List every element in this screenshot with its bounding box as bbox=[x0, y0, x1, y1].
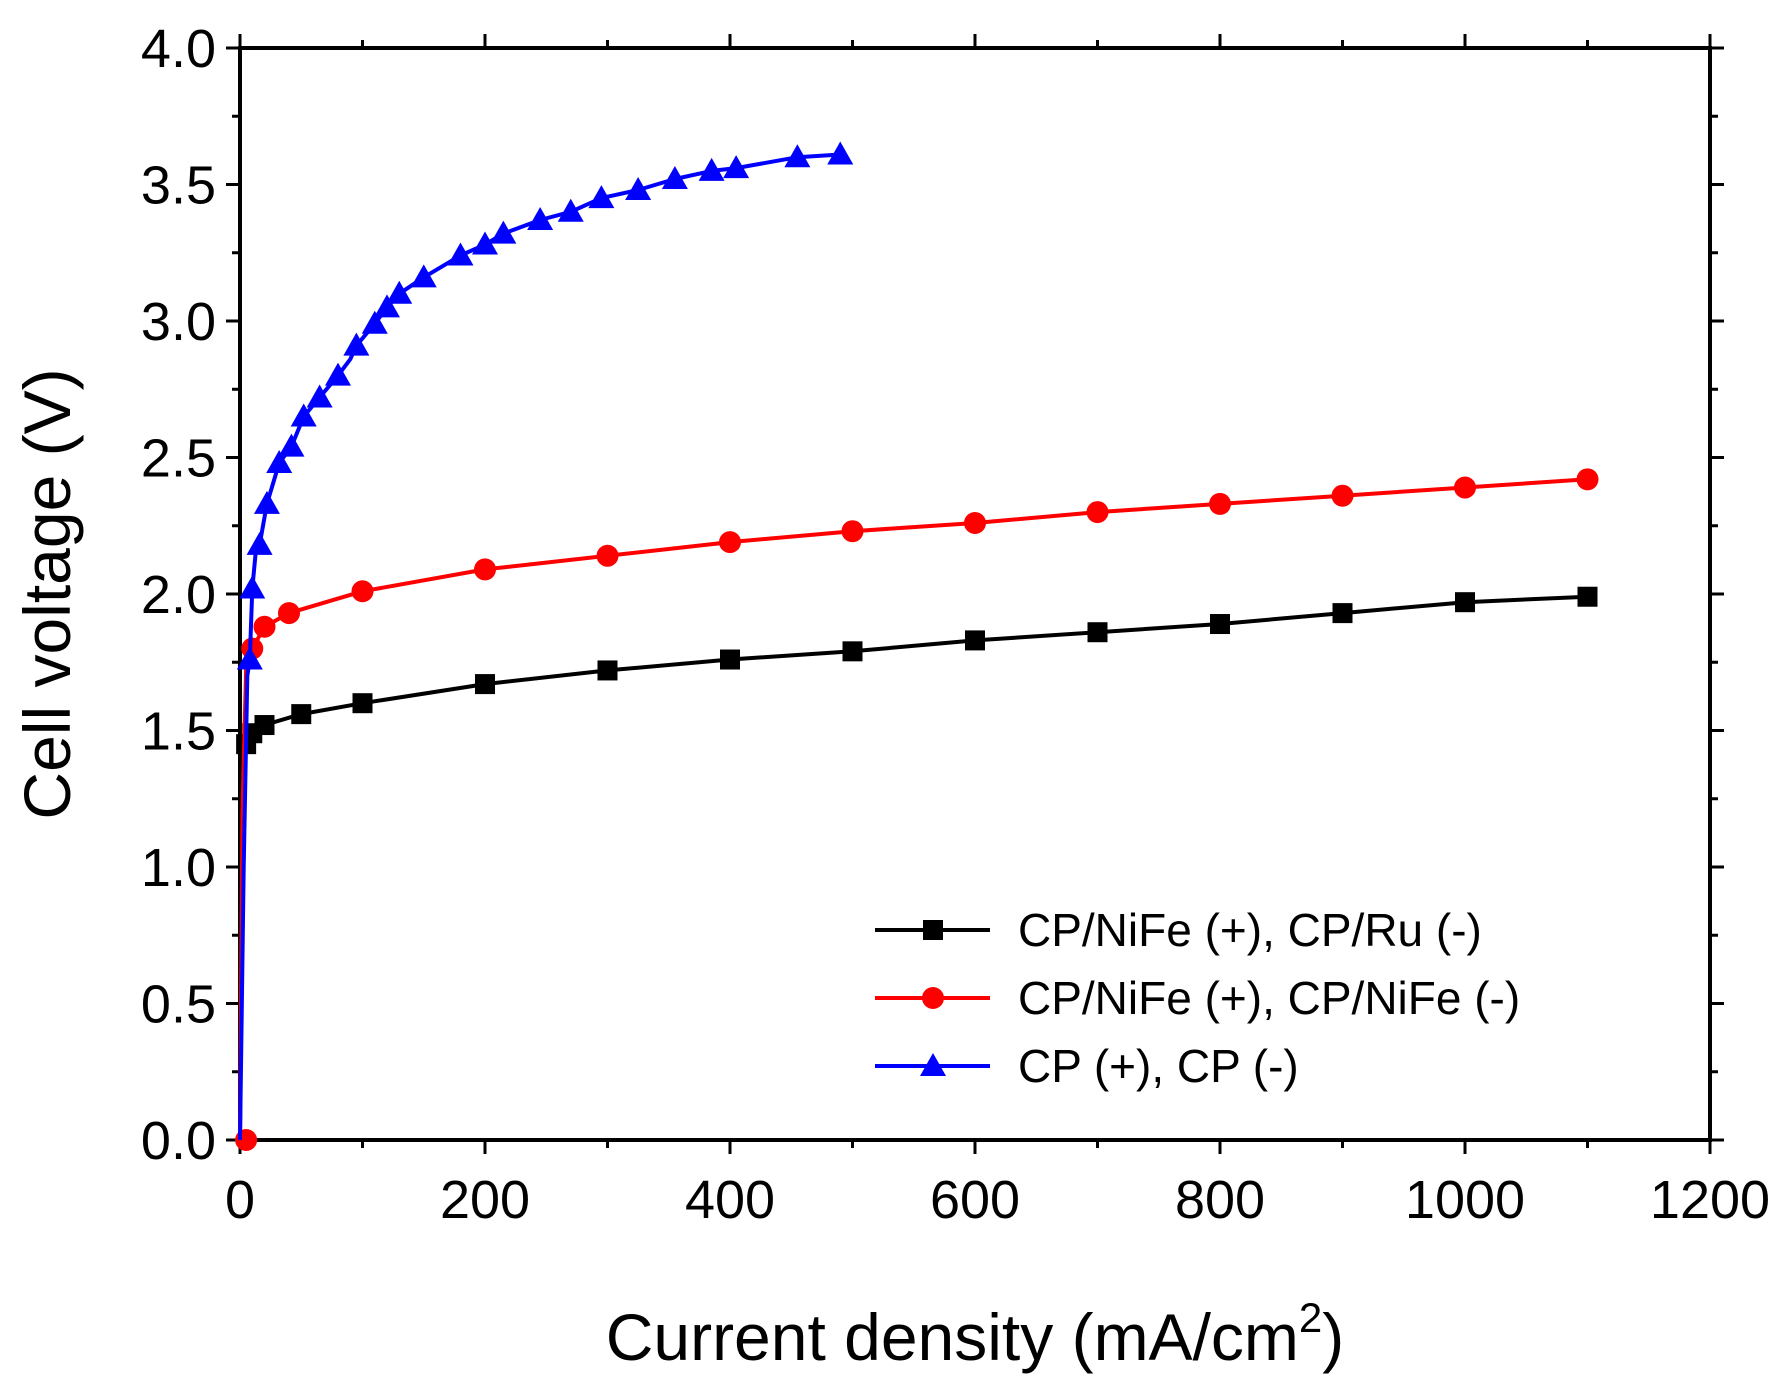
legend-marker bbox=[920, 1053, 946, 1076]
data-point bbox=[1576, 468, 1599, 491]
y-axis-title: Cell voltage (V) bbox=[10, 368, 84, 819]
y-tick-label: 0.0 bbox=[141, 1111, 216, 1171]
data-point bbox=[625, 176, 652, 200]
x-tick-label: 0 bbox=[225, 1170, 255, 1230]
data-point bbox=[557, 198, 584, 222]
data-point bbox=[1454, 476, 1476, 499]
data-point bbox=[253, 615, 276, 638]
data-point bbox=[661, 166, 688, 190]
data-point bbox=[965, 630, 985, 651]
y-tick-label: 2.0 bbox=[141, 565, 216, 625]
data-point bbox=[841, 520, 864, 543]
data-point bbox=[361, 310, 388, 334]
axis-ticks: 0 200 400 600 800 1000 1200 0.0 0.5 1.0 1.5 2.0 2.5 3… bbox=[141, 19, 1770, 1230]
x-tick-label: 600 bbox=[930, 1170, 1020, 1230]
y-tick-label: 4.0 bbox=[141, 19, 216, 79]
data-point bbox=[447, 242, 474, 266]
data-point bbox=[475, 674, 495, 695]
data-point bbox=[374, 294, 400, 318]
data-point bbox=[254, 715, 275, 736]
legend-item-2: CP/NiFe (+), CP/NiFe (-) bbox=[875, 972, 1520, 1024]
data-point bbox=[827, 141, 854, 165]
x-tick-label: 800 bbox=[1175, 1170, 1265, 1230]
legend-item-1: CP/NiFe (+), CP/Ru (-) bbox=[875, 904, 1482, 956]
data-point bbox=[723, 155, 750, 179]
legend-label: CP (+), CP (-) bbox=[1018, 1040, 1299, 1092]
data-point bbox=[1332, 603, 1353, 624]
data-point bbox=[386, 280, 413, 304]
x-axis-title-superscript: 2 bbox=[1299, 1294, 1322, 1341]
data-point bbox=[784, 144, 811, 168]
legend-label: CP/NiFe (+), CP/NiFe (-) bbox=[1018, 972, 1520, 1024]
series-2 bbox=[235, 468, 1599, 1151]
data-point bbox=[596, 544, 619, 567]
data-point bbox=[352, 693, 373, 714]
data-point bbox=[1210, 614, 1230, 635]
plot-area: 0 200 400 600 800 1000 1200 0.0 0.5 1.0 1.5 2.0 2.5 3… bbox=[141, 19, 1770, 1230]
series-line bbox=[238, 152, 841, 1141]
data-point bbox=[1087, 622, 1108, 643]
data-point bbox=[964, 512, 986, 535]
legend: CP/NiFe (+), CP/Ru (-) CP/NiFe (+), CP/Ni… bbox=[875, 904, 1520, 1092]
data-point bbox=[291, 704, 312, 725]
data-point bbox=[597, 660, 618, 681]
data-point bbox=[490, 220, 517, 244]
y-tick-label: 1.5 bbox=[141, 702, 216, 762]
x-axis-title-suffix: ) bbox=[1322, 1300, 1344, 1374]
data-point bbox=[290, 403, 317, 427]
data-point bbox=[1086, 501, 1109, 524]
data-point bbox=[410, 264, 437, 288]
series-3 bbox=[236, 141, 854, 1141]
data-point bbox=[306, 384, 333, 408]
data-point bbox=[698, 157, 725, 181]
data-point bbox=[527, 206, 554, 230]
x-axis-title: Current density (mA/cm2) bbox=[606, 1294, 1345, 1374]
series-layer bbox=[235, 141, 1599, 1151]
data-point bbox=[719, 531, 741, 554]
data-point bbox=[1331, 484, 1354, 507]
data-point bbox=[1455, 592, 1475, 613]
data-point bbox=[239, 575, 266, 599]
legend-marker bbox=[922, 987, 944, 1009]
data-point bbox=[720, 649, 740, 670]
y-tick-label: 3.5 bbox=[141, 156, 216, 216]
data-point bbox=[325, 362, 351, 386]
y-tick-label: 3.0 bbox=[141, 292, 216, 352]
data-point bbox=[474, 558, 496, 581]
data-point bbox=[278, 602, 300, 625]
x-tick-label: 400 bbox=[685, 1170, 775, 1230]
x-tick-label: 1000 bbox=[1405, 1170, 1525, 1230]
legend-item-3: CP (+), CP (-) bbox=[875, 1040, 1299, 1092]
legend-marker bbox=[923, 920, 943, 940]
data-point bbox=[253, 490, 280, 514]
legend-label: CP/NiFe (+), CP/Ru (-) bbox=[1018, 904, 1482, 956]
data-point bbox=[278, 433, 305, 457]
y-tick-label: 0.5 bbox=[141, 975, 216, 1035]
series-1 bbox=[236, 586, 1598, 1141]
series-line bbox=[238, 594, 1588, 1141]
data-point bbox=[472, 231, 498, 255]
y-tick-label: 1.0 bbox=[141, 838, 216, 898]
x-tick-label: 200 bbox=[440, 1170, 530, 1230]
data-point bbox=[588, 185, 615, 209]
x-axis-title-main: Current density (mA/cm bbox=[606, 1300, 1299, 1374]
data-point bbox=[842, 641, 863, 662]
data-point bbox=[351, 580, 374, 603]
y-tick-label: 2.5 bbox=[141, 429, 216, 489]
data-point bbox=[343, 332, 370, 356]
x-tick-label: 1200 bbox=[1650, 1170, 1770, 1230]
data-point bbox=[246, 531, 273, 555]
data-point bbox=[236, 646, 263, 670]
data-point bbox=[1577, 586, 1598, 607]
data-point bbox=[266, 449, 293, 473]
data-point bbox=[1209, 492, 1231, 515]
series-line bbox=[238, 477, 1588, 1141]
